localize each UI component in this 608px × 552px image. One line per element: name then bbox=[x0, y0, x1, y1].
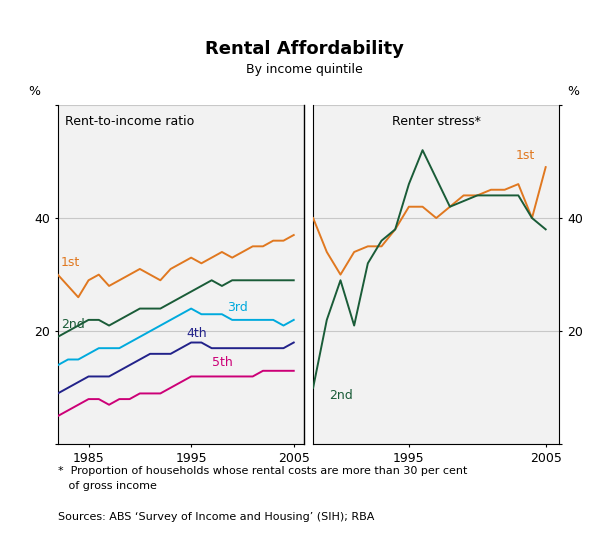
Text: 4th: 4th bbox=[186, 327, 207, 340]
Text: 5th: 5th bbox=[212, 356, 232, 369]
Text: *  Proportion of households whose rental costs are more than 30 per cent: * Proportion of households whose rental … bbox=[58, 466, 467, 476]
Text: Rent-to-income ratio: Rent-to-income ratio bbox=[65, 115, 195, 128]
Text: 1st: 1st bbox=[61, 256, 80, 269]
Text: 2nd: 2nd bbox=[61, 319, 85, 331]
Text: By income quintile: By income quintile bbox=[246, 63, 362, 76]
Text: 1st: 1st bbox=[516, 148, 535, 162]
Text: Renter stress*: Renter stress* bbox=[392, 115, 481, 128]
Text: %: % bbox=[28, 85, 40, 98]
Text: 2nd: 2nd bbox=[330, 389, 353, 402]
Text: %: % bbox=[567, 85, 579, 98]
Text: 3rd: 3rd bbox=[227, 301, 248, 315]
Text: Rental Affordability: Rental Affordability bbox=[204, 40, 404, 58]
Text: Sources: ABS ‘Survey of Income and Housing’ (SIH); RBA: Sources: ABS ‘Survey of Income and Housi… bbox=[58, 512, 374, 522]
Text: of gross income: of gross income bbox=[58, 481, 157, 491]
